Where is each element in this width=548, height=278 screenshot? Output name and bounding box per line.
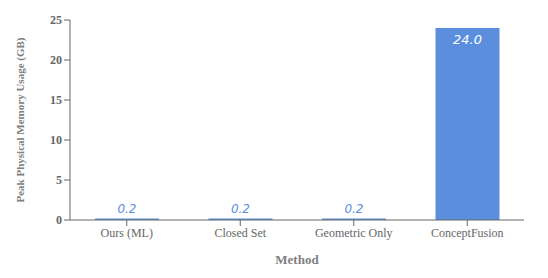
- svg-text:0.2: 0.2: [344, 202, 363, 216]
- svg-text:15: 15: [50, 93, 62, 107]
- svg-text:Peak Physical Memory Usage (GB: Peak Physical Memory Usage (GB): [14, 37, 27, 202]
- svg-text:Geometric Only: Geometric Only: [315, 226, 393, 240]
- svg-text:24.0: 24.0: [453, 32, 482, 47]
- svg-text:5: 5: [56, 173, 62, 187]
- svg-text:10: 10: [50, 133, 62, 147]
- svg-text:Closed Set: Closed Set: [214, 226, 266, 240]
- svg-text:20: 20: [50, 53, 62, 67]
- svg-text:Method: Method: [275, 252, 319, 267]
- svg-text:0.2: 0.2: [231, 202, 250, 216]
- svg-text:Ours (ML): Ours (ML): [101, 226, 153, 240]
- svg-text:0: 0: [56, 213, 62, 227]
- svg-text:25: 25: [50, 13, 62, 27]
- svg-text:ConceptFusion: ConceptFusion: [431, 226, 504, 240]
- svg-text:0.2: 0.2: [117, 202, 136, 216]
